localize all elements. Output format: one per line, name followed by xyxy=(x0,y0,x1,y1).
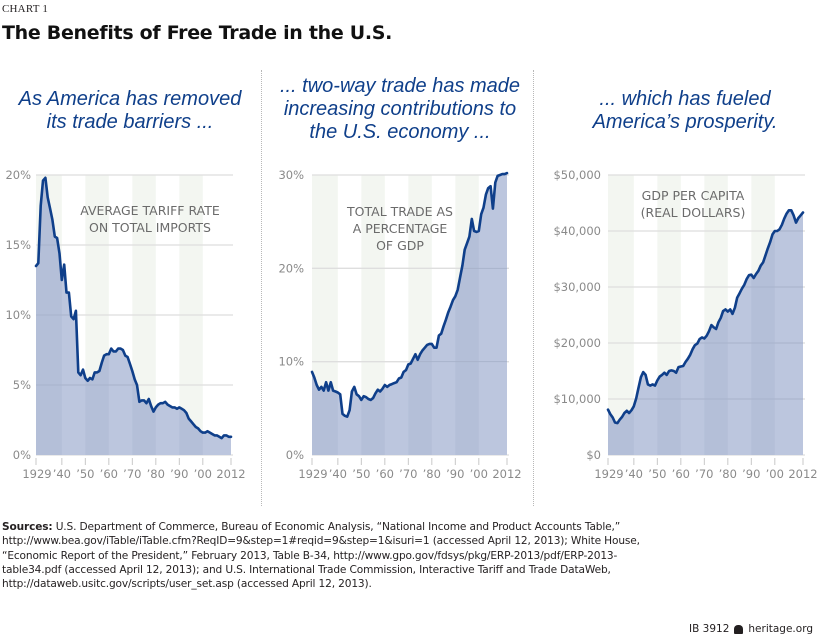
sources-line: table34.pdf (accessed April 12, 2013); a… xyxy=(2,563,611,576)
x-tick-label: ’70 xyxy=(123,467,141,481)
y-tick-label: 30% xyxy=(278,168,304,182)
heading-line: ... which has fueled xyxy=(599,88,771,110)
heading-line: America’s prosperity. xyxy=(592,111,778,133)
footer: IB 3912 heritage.org xyxy=(689,623,813,635)
x-tick-label: ’50 xyxy=(76,467,94,481)
chart-number-label: CHART 1 xyxy=(2,3,49,15)
x-tick-label: ’50 xyxy=(648,467,666,481)
series-line xyxy=(606,209,805,425)
chart-annotation: TOTAL TRADE AS xyxy=(346,204,453,219)
sources-note: Sources: U.S. Department of Commerce, Bu… xyxy=(2,520,702,591)
chart-annotation: A PERCENTAGE xyxy=(353,221,448,236)
decade-band xyxy=(361,175,385,455)
area-fill xyxy=(36,177,231,456)
x-tick-label: ’80 xyxy=(147,467,165,481)
x-tick-label: 2012 xyxy=(492,467,521,481)
x-tick-label: 1929 xyxy=(298,467,327,481)
heading-line: increasing contributions to xyxy=(283,98,517,120)
panel-heading-trade: ... two-way trade has made increasing co… xyxy=(270,75,530,144)
panel-divider xyxy=(261,70,262,506)
y-tick-label: 20% xyxy=(278,261,304,275)
y-tick-label: 0% xyxy=(286,448,304,462)
y-tick-label: 15% xyxy=(5,238,31,252)
panel-heading-tariffs: As America has removed its trade barrier… xyxy=(0,88,260,134)
x-tick-label: ’00 xyxy=(470,467,488,481)
chart-3: $0 $10,000 $20,000 $30,000 $40,000 $50,000 192… xyxy=(553,168,817,481)
x-tick-label: ’70 xyxy=(399,467,417,481)
chart-annotation: (REAL DOLLARS) xyxy=(641,205,746,220)
page-title: The Benefits of Free Trade in the U.S. xyxy=(2,22,393,44)
x-tick-label: 2012 xyxy=(216,467,245,481)
x-tick-label: ’80 xyxy=(423,467,441,481)
y-tick-label: 5% xyxy=(13,378,31,392)
sources-line: http://www.bea.gov/iTable/iTable.cfm?Req… xyxy=(2,535,640,548)
series-line xyxy=(310,171,509,418)
sources-label: Sources: xyxy=(2,521,53,533)
x-tick-label: ’90 xyxy=(742,467,760,481)
heading-line: the U.S. economy ... xyxy=(309,121,491,143)
y-tick-label: $20,000 xyxy=(553,336,601,350)
chart-annotation: GDP PER CAPITA xyxy=(642,188,745,203)
x-tick-label: ’60 xyxy=(100,467,118,481)
y-tick-label: $50,000 xyxy=(553,168,601,182)
liberty-bell-icon xyxy=(734,624,744,634)
x-tick-label: ’90 xyxy=(170,467,188,481)
heading-line: ... two-way trade has made xyxy=(279,75,521,97)
chart-2: 0% 10% 20% 30% 1929’40 ’50 ’60 ’70 ’80 ’90 ’00 2012… xyxy=(278,168,521,481)
chart-annotation: OF GDP xyxy=(376,238,424,253)
chart-annotation: AVERAGE TARIFF RATE xyxy=(80,203,220,218)
x-tick-label: ’90 xyxy=(446,467,464,481)
x-tick-label: ’70 xyxy=(695,467,713,481)
chart-annotation: ON TOTAL IMPORTS xyxy=(89,220,211,235)
sources-line: U.S. Department of Commerce, Bureau of E… xyxy=(52,521,621,533)
x-tick-label: ’60 xyxy=(672,467,690,481)
y-tick-label: $40,000 xyxy=(553,224,601,238)
x-tick-label: ’50 xyxy=(352,467,370,481)
y-tick-label: $10,000 xyxy=(553,392,601,406)
heading-line: its trade barriers ... xyxy=(46,111,214,133)
decade-band xyxy=(608,175,634,455)
x-tick-label: 1929 xyxy=(22,467,51,481)
y-tick-label: 20% xyxy=(5,168,31,182)
y-tick-label: $30,000 xyxy=(553,280,601,294)
chart-1: 0% 5% 10% 15% 20% 1929’40 ’50 ’60 ’70 ’80 ’90 ’00 20… xyxy=(5,168,245,481)
x-tick-label: ’40 xyxy=(625,467,643,481)
sources-line: “Economic Report of the President,” Febr… xyxy=(2,549,618,562)
panel-divider xyxy=(533,70,534,506)
x-tick-label: ’40 xyxy=(329,467,347,481)
panel-heading-prosperity: ... which has fueled America’s prosperit… xyxy=(560,88,810,134)
y-tick-label: 10% xyxy=(5,308,31,322)
x-tick-label: ’80 xyxy=(719,467,737,481)
x-tick-label: ’00 xyxy=(766,467,784,481)
y-tick-label: 0% xyxy=(13,448,31,462)
y-tick-label: $0 xyxy=(586,448,601,462)
x-tick-label: ’60 xyxy=(376,467,394,481)
site-link[interactable]: heritage.org xyxy=(748,623,813,635)
heading-line: As America has removed xyxy=(18,88,242,110)
brief-id: IB 3912 xyxy=(689,623,730,635)
sources-line: http://dataweb.usitc.gov/scripts/user_se… xyxy=(2,578,372,591)
y-tick-label: 10% xyxy=(278,355,304,369)
series-line xyxy=(34,176,233,440)
x-tick-label: 1929 xyxy=(594,467,623,481)
x-tick-label: ’40 xyxy=(53,467,71,481)
x-tick-label: 2012 xyxy=(788,467,817,481)
x-tick-label: ’00 xyxy=(194,467,212,481)
